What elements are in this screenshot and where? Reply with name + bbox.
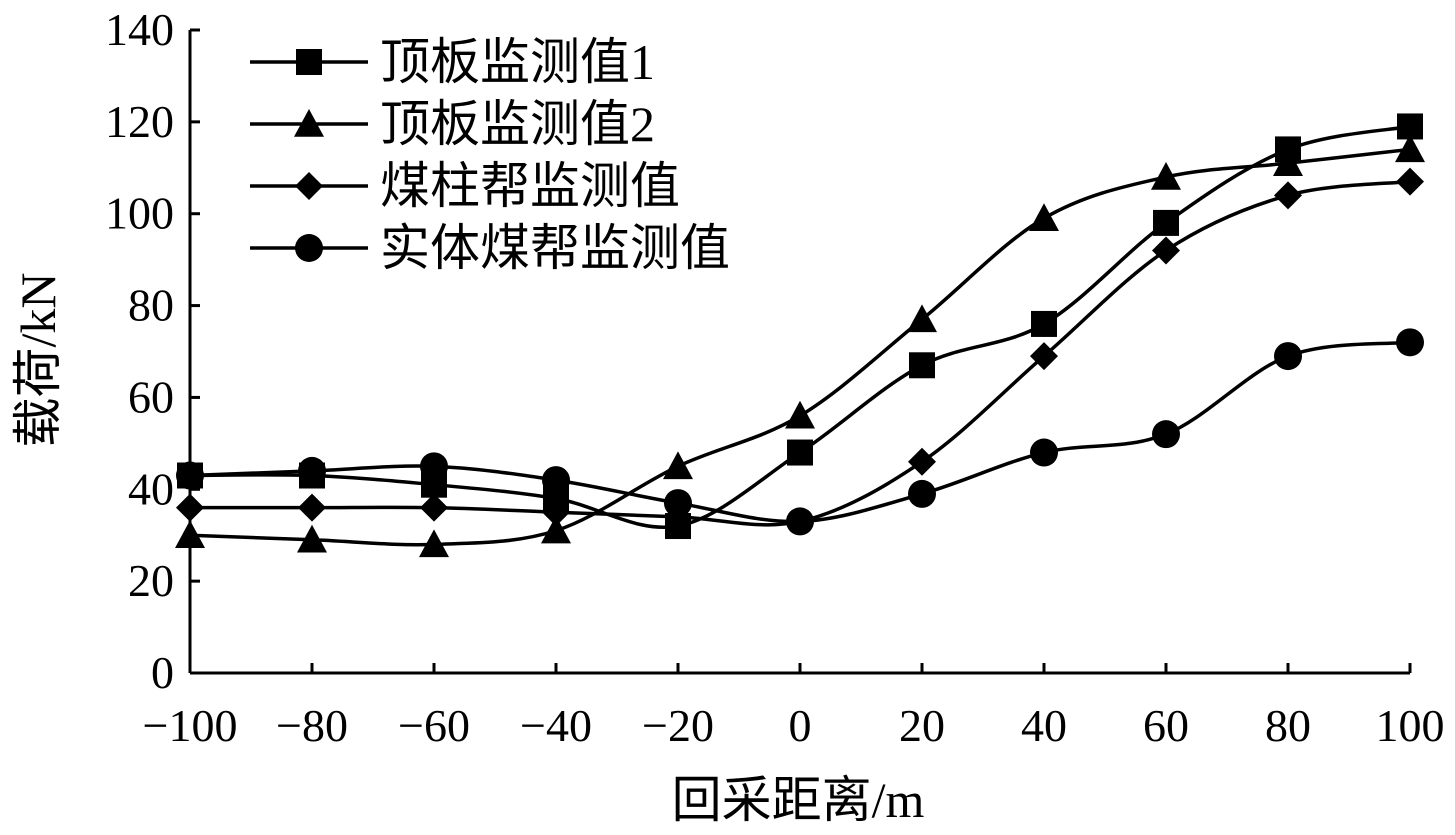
data-point: [908, 479, 936, 508]
x-tick-label: −20: [642, 700, 714, 751]
axes: 0 20 40 60 80 100 120 140 −100 −80 −60 −40 −20 0 20 40 6…: [105, 4, 1445, 751]
data-point: [907, 304, 937, 333]
series-group: [175, 113, 1425, 558]
x-tick-label: 0: [789, 700, 812, 751]
data-point: [420, 452, 448, 481]
legend-marker-diamond: [295, 172, 323, 200]
data-point: [785, 400, 815, 429]
legend-label: 实体煤帮监测值: [380, 220, 730, 276]
x-tick-label: 40: [1021, 700, 1067, 751]
data-point: [541, 515, 571, 544]
data-point: [176, 461, 204, 490]
y-tick-label: 0: [151, 647, 174, 698]
data-point: [298, 493, 326, 522]
legend-item: 实体煤帮监测值: [250, 220, 730, 276]
data-point: [1152, 420, 1180, 449]
data-point: [1395, 134, 1425, 163]
data-point: [420, 493, 448, 522]
y-tick-label: 140: [105, 4, 174, 55]
legend-label: 顶板监测值2: [380, 96, 655, 152]
data-point: [1030, 438, 1058, 467]
x-tick-label: 100: [1376, 700, 1445, 751]
data-point: [419, 529, 449, 558]
legend-marker-circle: [295, 234, 323, 262]
series-1: [177, 113, 1423, 540]
y-tick-label: 100: [105, 188, 174, 239]
y-axis-title: 载荷/kN: [10, 273, 66, 448]
legend-marker-square: [296, 49, 322, 75]
y-tick-label: 20: [128, 555, 174, 606]
data-point: [298, 456, 326, 485]
data-point: [908, 447, 936, 476]
data-point: [1031, 310, 1057, 337]
data-point: [297, 524, 327, 553]
legend-item: 顶板监测值1: [250, 34, 655, 90]
data-point: [787, 439, 813, 466]
data-point: [175, 520, 205, 548]
data-point: [1274, 181, 1302, 210]
data-point: [1273, 148, 1303, 176]
data-point: [1396, 167, 1424, 196]
x-tick-label: −60: [398, 700, 470, 751]
data-point: [1030, 342, 1058, 371]
legend-label: 顶板监测值1: [380, 34, 655, 90]
series-line: [190, 179, 1411, 527]
y-tick-label: 40: [128, 463, 174, 514]
data-point: [1274, 342, 1302, 371]
data-point: [664, 489, 692, 518]
legend-item: 煤柱帮监测值: [250, 158, 680, 214]
data-point: [1396, 328, 1424, 357]
series-line: [189, 147, 1411, 547]
data-point: [542, 466, 570, 495]
y-tick-label: 120: [105, 96, 174, 147]
data-point: [1152, 236, 1180, 265]
data-point: [663, 451, 693, 480]
series-4: [176, 328, 1424, 536]
series-line: [189, 340, 1411, 524]
x-tick-label: 60: [1143, 700, 1189, 751]
data-point: [1029, 203, 1059, 232]
data-point: [786, 507, 814, 536]
data-point: [909, 352, 935, 379]
x-tick-label: 20: [899, 700, 945, 751]
y-tick-label: 60: [128, 371, 174, 422]
data-point: [176, 493, 204, 522]
data-point: [1153, 209, 1179, 236]
x-tick-label: −80: [276, 700, 348, 751]
legend-marker-triangle: [294, 109, 324, 137]
x-tick-label: 80: [1265, 700, 1311, 751]
legend-item: 顶板监测值2: [250, 96, 655, 152]
y-tick-label: 80: [128, 280, 174, 331]
data-point: [542, 498, 570, 527]
legend-label: 煤柱帮监测值: [380, 158, 680, 214]
x-tick-label: −100: [143, 700, 238, 751]
x-axis-title: 回采距离/m: [672, 772, 925, 828]
data-point: [1151, 161, 1181, 190]
series-2: [175, 134, 1425, 558]
x-tick-label: −40: [520, 700, 592, 751]
